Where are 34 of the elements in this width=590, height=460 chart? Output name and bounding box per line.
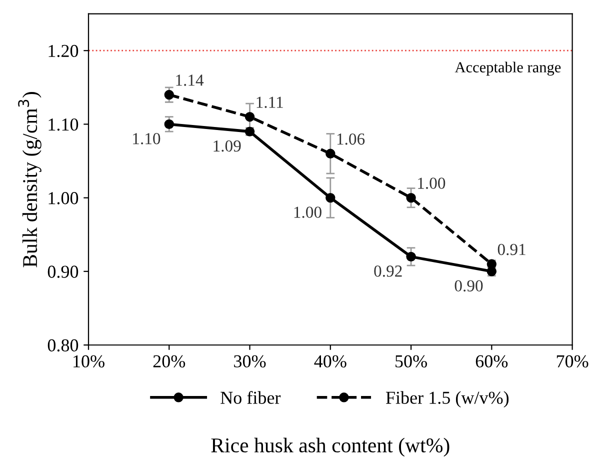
ref-line-label: Acceptable range [454,62,561,76]
data-label: 1.09 [214,140,241,152]
y-axis-title: Bulk density (g/cm$^{3}$) [18,92,42,268]
x-tick-label: 30% [234,355,266,368]
data-label: 0.90 [454,280,483,292]
point [326,148,336,158]
x-tick-label: 10% [74,355,104,368]
data-label: 0.92 [374,265,402,277]
y-tick-label: 0.80 [48,339,78,352]
data-label: 1.06 [337,133,365,145]
data-label: 1.10 [133,133,160,144]
data-label: 1.00 [418,178,446,189]
data-label: 1.11 [256,96,283,108]
point [164,119,174,130]
x-tick-label: 60% [476,355,508,368]
data-label: 1.00 [294,206,322,218]
y-tick-label: 1.20 [48,44,78,58]
y-tick-label: 1.00 [48,192,78,204]
data-label: 1.14 [176,74,204,86]
point [164,90,174,100]
point [326,192,336,203]
point [244,112,255,122]
x-tick-label: 40% [314,355,346,368]
point [406,252,416,262]
x-tick-label: 70% [556,355,588,368]
y-tick-label: 1.10 [48,118,78,131]
point [406,192,416,203]
y-tick-label: 0.90 [48,266,78,278]
x-tick-label: 50% [396,355,427,368]
legend-label: Fiber 1.5 (w/v%) [386,391,509,408]
legend-label: No fiber [220,390,281,404]
data-label: 0.91 [498,244,526,256]
x-tick-label: 20% [153,355,186,368]
x-axis-title: Rice husk ash content (wt%) [211,438,450,457]
